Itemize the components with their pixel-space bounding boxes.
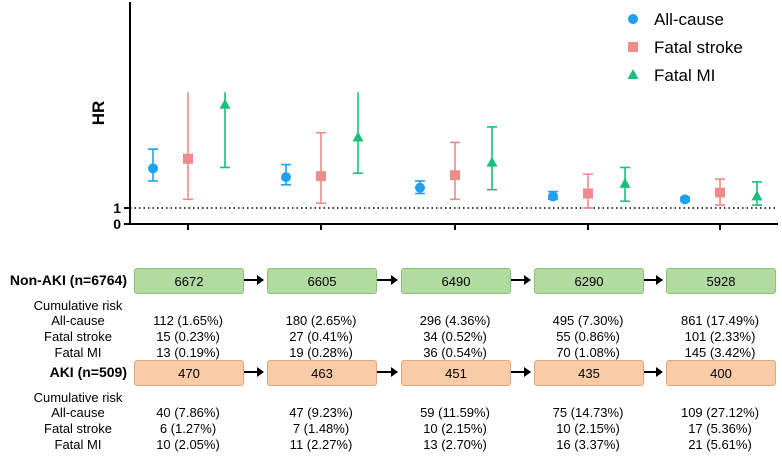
data-point <box>583 188 593 199</box>
non-aki-row-label: All-cause <box>51 313 105 328</box>
aki-risk-cell: 17 (5.36%) <box>688 421 752 436</box>
non-aki-risk-cell: 861 (17.49%) <box>680 313 760 328</box>
non-aki-risk-cell: 34 (0.52%) <box>423 329 487 344</box>
data-point <box>415 182 425 193</box>
aki-count-box: 451 <box>401 360 511 386</box>
aki-risk-cell: 11 (2.27%) <box>289 437 353 452</box>
flow-arrow <box>377 367 398 377</box>
aki-label: AKI (n=509) <box>49 364 127 380</box>
flow-arrow <box>511 367 531 377</box>
non-aki-cumulative-risk-label: Cumulative risk <box>33 298 123 313</box>
aki-row-label: Fatal stroke <box>44 421 112 436</box>
non-aki-count-box: 6672 <box>134 268 244 294</box>
legend-marker <box>628 14 638 24</box>
aki-count-box: 463 <box>267 360 377 386</box>
non-aki-risk-cell: 180 (2.65%) <box>285 313 357 328</box>
data-point <box>316 171 326 182</box>
data-point <box>219 98 231 109</box>
legend-marker <box>628 42 638 52</box>
non-aki-risk-cell: 55 (0.86%) <box>556 329 620 344</box>
data-point <box>715 187 725 198</box>
data-point <box>548 191 558 202</box>
y-axis-label: HR <box>89 101 108 126</box>
flow-arrow <box>644 367 663 377</box>
non-aki-count-box: 6605 <box>267 268 377 294</box>
non-aki-risk-cell: 112 (1.65%) <box>153 313 223 328</box>
non-aki-count-box: 6490 <box>401 268 511 294</box>
flow-arrow <box>511 275 531 285</box>
hr-chart: 10HR3-month6-month1-year2-year5-yearAll-… <box>89 2 778 232</box>
non-aki-risk-cell: 70 (1.08%) <box>556 345 620 360</box>
aki-risk-cell: 13 (2.70%) <box>423 437 487 452</box>
aki-risk-cell: 10 (2.15%) <box>556 421 620 436</box>
non-aki-risk-cell: 145 (3.42%) <box>684 345 756 360</box>
aki-risk-cell: 75 (14.73%) <box>552 405 624 420</box>
data-point <box>619 177 631 188</box>
data-point <box>281 172 291 183</box>
aki-risk-cell: 40 (7.86%) <box>156 405 220 420</box>
aki-risk-cell: 59 (11.59%) <box>420 405 490 420</box>
data-point <box>183 153 193 164</box>
aki-row-label: Fatal MI <box>54 437 102 452</box>
legend-label: Fatal stroke <box>654 38 743 57</box>
data-point <box>486 156 498 167</box>
flow-arrow <box>644 275 663 285</box>
non-aki-row-label: Fatal MI <box>54 345 102 360</box>
aki-cumulative-risk-label: Cumulative risk <box>33 390 123 405</box>
legend-label: All-cause <box>654 10 724 29</box>
non-aki-risk-cell: 13 (0.19%) <box>156 345 220 360</box>
non-aki-count-box: 6290 <box>534 268 644 294</box>
aki-risk-cell: 10 (2.15%) <box>423 421 487 436</box>
legend-marker <box>627 69 639 79</box>
aki-count-box: 435 <box>534 360 644 386</box>
aki-risk-cell: 109 (27.12%) <box>680 405 760 420</box>
flow-arrow <box>244 275 264 285</box>
legend-label: Fatal MI <box>654 66 715 85</box>
y-tick-label: 1 <box>113 200 121 216</box>
aki-count-box: 400 <box>666 360 776 386</box>
non-aki-count-box: 5928 <box>666 268 776 294</box>
non-aki-risk-cell: 15 (0.23%) <box>156 329 220 344</box>
aki-row-label: All-cause <box>51 405 105 420</box>
non-aki-risk-cell: 36 (0.54%) <box>423 345 487 360</box>
non-aki-risk-cell: 296 (4.36%) <box>419 313 491 328</box>
data-point <box>148 163 158 174</box>
data-point <box>751 190 763 201</box>
data-point <box>352 131 364 142</box>
non-aki-risk-cell: 19 (0.28%) <box>289 345 353 360</box>
y-tick-label: 0 <box>113 216 121 232</box>
non-aki-label: Non-AKI (n=6764) <box>9 272 127 288</box>
aki-risk-cell: 21 (5.61%) <box>688 437 752 452</box>
aki-risk-cell: 47 (9.23%) <box>289 405 353 420</box>
aki-risk-cell: 10 (2.05%) <box>156 437 220 452</box>
flow-arrow <box>244 367 264 377</box>
non-aki-risk-cell: 27 (0.41%) <box>289 329 353 344</box>
data-point <box>450 170 460 181</box>
data-point <box>680 194 690 205</box>
non-aki-risk-cell: 101 (2.33%) <box>684 329 756 344</box>
aki-count-box: 470 <box>134 360 244 386</box>
non-aki-risk-cell: 495 (7.30%) <box>552 313 624 328</box>
aki-risk-cell: 16 (3.37%) <box>556 437 620 452</box>
non-aki-row-label: Fatal stroke <box>44 329 112 344</box>
flow-arrow <box>377 275 398 285</box>
aki-risk-cell: 6 (1.27%) <box>159 421 217 436</box>
aki-risk-cell: 7 (1.48%) <box>292 421 350 436</box>
